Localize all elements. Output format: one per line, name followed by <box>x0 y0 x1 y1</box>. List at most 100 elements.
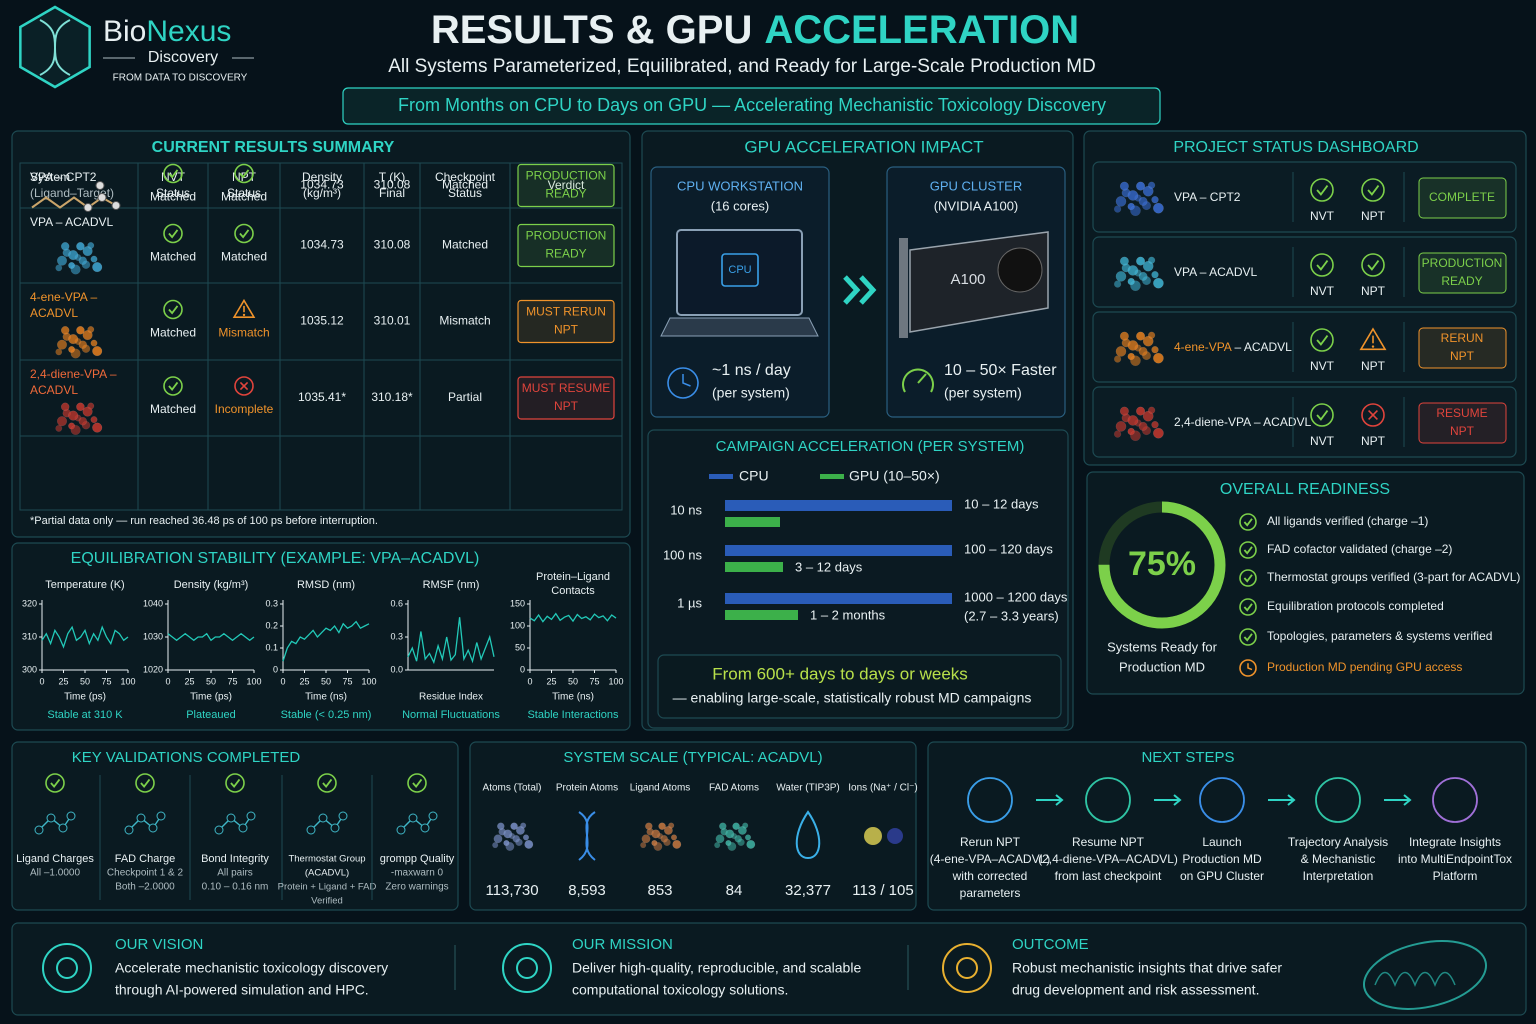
molecule-atom <box>68 410 79 421</box>
validation-node <box>238 823 248 833</box>
footer-icon <box>502 943 552 993</box>
laptop-base <box>660 317 819 337</box>
logo-name-b: Nexus <box>146 15 231 48</box>
status-text: Matched <box>150 250 196 264</box>
validation-node <box>226 813 236 823</box>
molecule-atom <box>95 181 105 190</box>
molecule-atom <box>92 262 103 273</box>
y-tick-label: 0 <box>520 664 525 674</box>
x-tick-label: 100 <box>246 676 261 686</box>
gpu-bracket <box>899 238 908 338</box>
step-text: Launch <box>1202 835 1241 849</box>
footer-icon-inner <box>516 957 538 979</box>
status-badge-text: READY <box>1441 274 1482 288</box>
speed-text: ~1 ns / day <box>712 362 791 379</box>
y-tick-label: 0.0 <box>390 664 403 674</box>
molecule-atom <box>83 203 93 212</box>
y-tick-label: 150 <box>510 598 525 608</box>
series-line <box>282 620 370 662</box>
mini-chart-title: Temperature (K) <box>45 579 124 591</box>
legend-label: GPU (10–50×) <box>849 468 940 484</box>
check-icon <box>1310 253 1334 277</box>
clock-icon <box>1239 659 1257 677</box>
panel-title: GPU ACCELERATION IMPACT <box>744 137 983 156</box>
warning-icon <box>232 298 256 318</box>
verdict-text: READY <box>545 187 586 201</box>
chart-caption: Normal Fluctuations <box>402 709 500 721</box>
molecule-atom <box>1142 410 1154 422</box>
molecule-atom <box>742 822 749 829</box>
x-tick-label: 0 <box>165 676 170 686</box>
table-frame <box>19 162 623 511</box>
series-line <box>41 625 129 649</box>
molecule-atom <box>660 835 668 843</box>
check-icon <box>1239 628 1257 646</box>
chart-caption: Stable at 310 K <box>47 709 123 721</box>
step-text: Rerun NPT <box>960 835 1021 849</box>
scale-value: 8,593 <box>568 882 606 899</box>
nvt-label: NVT <box>1310 209 1335 223</box>
molecule-atom <box>60 242 70 251</box>
table-header: Final <box>379 186 405 200</box>
mini-chart-title: Density (kg/m³) <box>174 579 249 591</box>
title-b: ACCELERATION <box>764 8 1079 52</box>
check-icon <box>317 773 337 793</box>
x-tick-label: 100 <box>361 676 376 686</box>
step-text: Trajectory Analysis <box>1288 835 1388 849</box>
validation-node <box>420 823 430 833</box>
molecule-atom <box>1119 331 1129 341</box>
y-tick-label: 100 <box>510 620 525 630</box>
npt-label: NPT <box>1361 284 1386 298</box>
molecule-atom <box>1136 181 1146 191</box>
ion-glyph <box>887 828 903 844</box>
y-tick-label: 1030 <box>143 631 163 641</box>
molecule-atom <box>60 402 70 412</box>
table-header: Checkpoint <box>435 170 496 184</box>
mini-chart-title: Protein–Ligand <box>536 571 610 583</box>
laptop-screen <box>676 229 803 316</box>
system-name: 4-ene-VPA – <box>30 290 97 304</box>
y-tick-label: 0.2 <box>265 620 278 630</box>
validation-glyph <box>128 815 162 831</box>
footer-text: Accelerate mechanistic toxicology discov… <box>115 960 388 976</box>
panel <box>1092 161 1517 233</box>
x-axis-label: Residue Index <box>419 692 483 703</box>
gauge-needle <box>917 373 927 384</box>
temperature-cell: 310.01 <box>374 314 411 328</box>
gauge-value: 75% <box>1128 545 1196 583</box>
molecule-atom <box>737 825 747 835</box>
cpu-bar-label: 100 – 120 days <box>964 541 1053 556</box>
legend-label: CPU <box>739 468 769 484</box>
density-cell: 1034.73 <box>300 178 344 192</box>
molecule-atom <box>520 822 527 829</box>
check-mark <box>1316 260 1329 271</box>
warning-dot <box>1371 345 1375 348</box>
subtitle: All Systems Parameterized, Equilibrated,… <box>388 56 1096 77</box>
gpu-bar-label: 3 – 12 days <box>795 559 863 574</box>
arrow-chevron <box>843 275 861 305</box>
gauge-caption: Systems Ready for <box>1107 639 1217 654</box>
step-text: parameters <box>960 886 1021 900</box>
step-icon <box>1432 777 1478 823</box>
molecule-atom <box>1115 346 1127 357</box>
molecule-atom <box>90 339 98 347</box>
cpu-bar <box>725 545 952 556</box>
table-header: Status <box>227 186 261 200</box>
scale-label: Ions (Na⁺ / Cl⁻) <box>848 783 917 794</box>
validation-node <box>66 811 76 821</box>
status-badge <box>1418 402 1507 444</box>
molecule-atom <box>1127 415 1139 426</box>
system-name: 2,4-diene-VPA – <box>30 367 117 381</box>
checkpoint-cell: Matched <box>442 178 488 192</box>
molecule-atom <box>1153 202 1164 214</box>
step-text: Platform <box>1433 869 1478 883</box>
box-subtitle: (NVIDIA A100) <box>934 198 1019 213</box>
check-mark <box>168 229 179 239</box>
panel-title: NEXT STEPS <box>1141 749 1234 766</box>
molecule-atom <box>1113 430 1122 438</box>
x-tick-label: 25 <box>184 676 194 686</box>
y-tick-label: 1040 <box>143 598 163 608</box>
scale-label: Water (TIP3P) <box>776 783 840 794</box>
mini-chart-title: Contacts <box>551 585 595 597</box>
cpu-bar <box>725 593 952 604</box>
